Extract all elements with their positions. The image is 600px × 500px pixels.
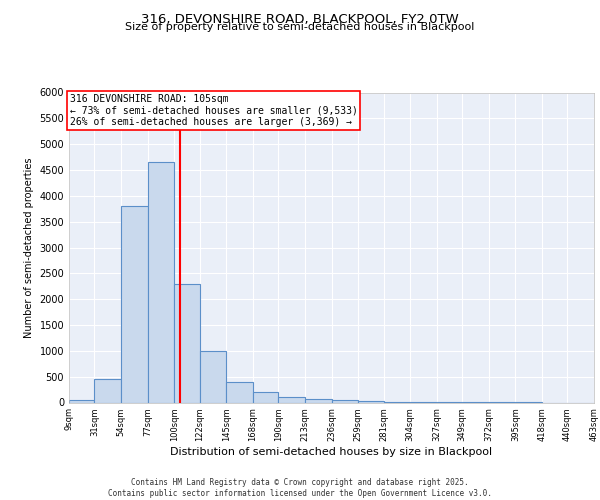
Bar — [358, 401, 383, 402]
Bar — [332, 400, 358, 402]
Y-axis label: Number of semi-detached properties: Number of semi-detached properties — [24, 157, 34, 338]
Bar — [69, 400, 94, 402]
Bar — [253, 392, 278, 402]
Bar — [94, 379, 121, 402]
Bar — [174, 284, 200, 403]
Text: Contains HM Land Registry data © Crown copyright and database right 2025.
Contai: Contains HM Land Registry data © Crown c… — [108, 478, 492, 498]
X-axis label: Distribution of semi-detached houses by size in Blackpool: Distribution of semi-detached houses by … — [170, 447, 493, 457]
Bar — [226, 382, 253, 402]
Text: 316 DEVONSHIRE ROAD: 105sqm
← 73% of semi-detached houses are smaller (9,533)
26: 316 DEVONSHIRE ROAD: 105sqm ← 73% of sem… — [70, 94, 358, 126]
Bar — [148, 162, 174, 402]
Bar — [121, 206, 148, 402]
Bar — [305, 398, 332, 402]
Text: 316, DEVONSHIRE ROAD, BLACKPOOL, FY2 0TW: 316, DEVONSHIRE ROAD, BLACKPOOL, FY2 0TW — [141, 12, 459, 26]
Bar — [278, 398, 305, 402]
Bar — [200, 351, 226, 403]
Text: Size of property relative to semi-detached houses in Blackpool: Size of property relative to semi-detach… — [125, 22, 475, 32]
